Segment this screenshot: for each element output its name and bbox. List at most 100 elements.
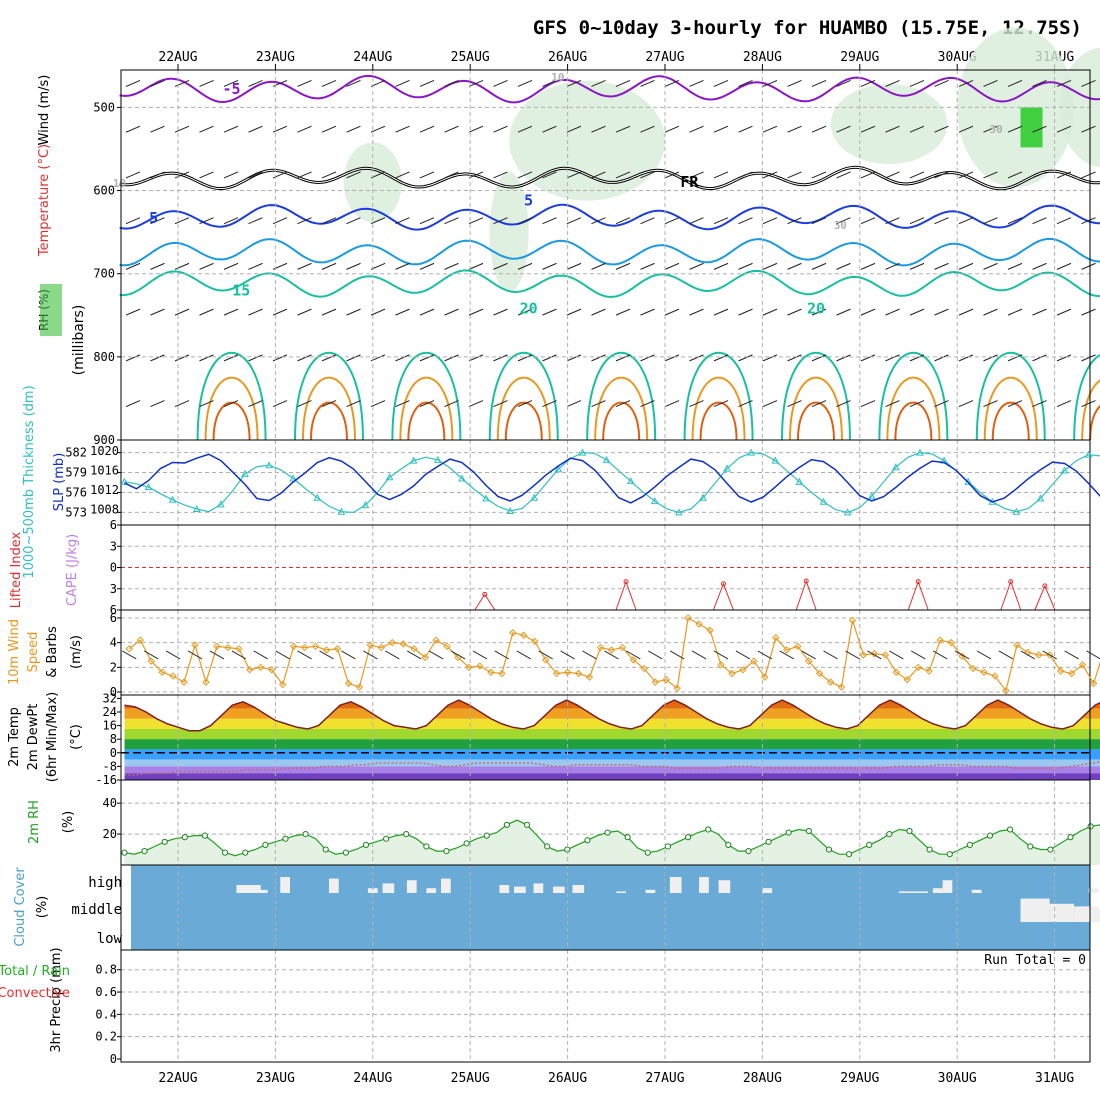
wind-10m-panel: 0 2 4 6 10m Wind Speed & Barbs (m/s) xyxy=(7,609,1100,699)
wind-barb xyxy=(713,262,729,270)
thickness-marker xyxy=(578,448,587,456)
wind-barb xyxy=(689,125,704,133)
rh-marker xyxy=(725,841,732,849)
wind-barb xyxy=(885,354,900,362)
high-cloud-block xyxy=(971,889,982,893)
contour-label: FR xyxy=(680,173,699,191)
wind-barb xyxy=(346,400,361,408)
wind-speed-marker xyxy=(848,616,857,625)
wind-speed-marker xyxy=(1089,679,1098,688)
high-cloud-block xyxy=(669,877,682,893)
wind-barb xyxy=(958,125,974,133)
wind-barb xyxy=(664,217,680,225)
wind-barb xyxy=(836,308,851,316)
warm-arch xyxy=(496,376,551,441)
wind-speed-marker xyxy=(1035,651,1043,659)
wind-barb xyxy=(689,354,704,362)
warm-arch xyxy=(788,376,843,441)
high-cloud-block xyxy=(718,880,731,893)
wind-barb xyxy=(615,262,631,270)
wind-barb xyxy=(591,354,606,362)
wind-barb xyxy=(811,125,827,133)
surface-barb xyxy=(889,650,904,660)
wind-barb xyxy=(542,171,557,179)
wind-barb xyxy=(909,171,925,179)
bottom-date-label: 28AUG xyxy=(743,1071,782,1086)
high-cloud-block xyxy=(236,885,261,893)
wind-barb xyxy=(174,308,190,316)
rh-marker xyxy=(322,846,329,853)
cloud-cover-panel: high middle low Cloud Cover (%) xyxy=(13,864,1100,951)
wind-speed-marker xyxy=(596,643,605,652)
wind-barb xyxy=(811,308,827,316)
wind-speed-marker xyxy=(355,683,364,691)
rh-marker xyxy=(926,846,933,853)
rh-marker xyxy=(403,830,410,838)
y-tick-label: 0.8 xyxy=(95,963,117,977)
wind-barb xyxy=(248,262,263,270)
mid-cloud-block xyxy=(1074,906,1099,922)
wind-barb xyxy=(811,262,827,270)
wind-barb xyxy=(321,400,337,408)
high-cloud-block xyxy=(255,889,268,893)
wind-speed-marker xyxy=(826,678,835,686)
li-peak xyxy=(615,580,637,611)
wind-barb xyxy=(1081,80,1096,87)
surface-barb xyxy=(801,650,816,660)
y-tick-label: 579 xyxy=(65,466,87,480)
thickness-marker xyxy=(626,477,635,485)
wind-barb xyxy=(762,171,778,179)
surface-barb xyxy=(297,650,312,660)
wind-barb xyxy=(199,308,214,316)
wind-speed-marker xyxy=(717,661,725,669)
wind-barb xyxy=(615,125,631,133)
wind-barb xyxy=(493,171,508,179)
wind-barb xyxy=(591,125,606,133)
top-date-label: 24AUG xyxy=(353,50,392,65)
wind-barb xyxy=(640,354,655,362)
warm-arch xyxy=(1081,379,1100,441)
rh-shade xyxy=(509,80,665,201)
wind-barb xyxy=(248,354,263,362)
rh-marker xyxy=(966,841,973,849)
wind-barb xyxy=(517,400,533,408)
wind-barb xyxy=(1056,171,1072,179)
wind-barb xyxy=(223,262,239,270)
wind-barb xyxy=(787,171,802,179)
wind-barb xyxy=(248,400,263,408)
wind-barb xyxy=(591,400,606,408)
wind-barb xyxy=(346,171,361,179)
wind-barb xyxy=(1032,217,1047,225)
li-peak xyxy=(907,580,929,611)
wind-barb xyxy=(591,171,606,179)
wind-barb xyxy=(762,400,778,408)
wind10m-label: 10m Wind xyxy=(7,619,22,685)
stability-panel: 6 3 0 3 6 Lifted Index CAPE (J/kg) xyxy=(9,518,1091,617)
wind-barb xyxy=(444,354,459,362)
y-tick-label: 0 xyxy=(110,685,117,699)
surface-barb xyxy=(845,650,860,660)
y-tick-label: -8 xyxy=(103,759,117,773)
y-tick-label: 600 xyxy=(93,184,115,198)
surface-barb xyxy=(472,650,488,660)
thickness-marker xyxy=(241,469,249,477)
warm-arch xyxy=(991,401,1030,441)
wind-barb xyxy=(419,171,435,179)
wind-barb xyxy=(174,262,190,270)
wind-speed-marker xyxy=(870,650,879,658)
wind-barb xyxy=(542,80,557,87)
wind-barb xyxy=(150,308,165,316)
wind-barb xyxy=(150,80,165,87)
wind-speed-marker xyxy=(728,669,736,678)
warm-arch xyxy=(886,376,941,441)
wind-barb xyxy=(419,125,435,133)
bottom-date-labels: 22AUG 23AUG 24AUG 25AUG 26AUG 27AUG 28AUG 29AUG… xyxy=(158,1071,1074,1086)
contour-label: 20 xyxy=(807,300,825,318)
wind-barb xyxy=(909,80,925,87)
wind-barb xyxy=(909,308,925,316)
wind-barb xyxy=(150,125,165,133)
wind-barb xyxy=(762,308,778,316)
wind-barb xyxy=(738,400,753,408)
wind-speed-marker xyxy=(640,664,649,673)
temp-band xyxy=(124,766,1100,774)
